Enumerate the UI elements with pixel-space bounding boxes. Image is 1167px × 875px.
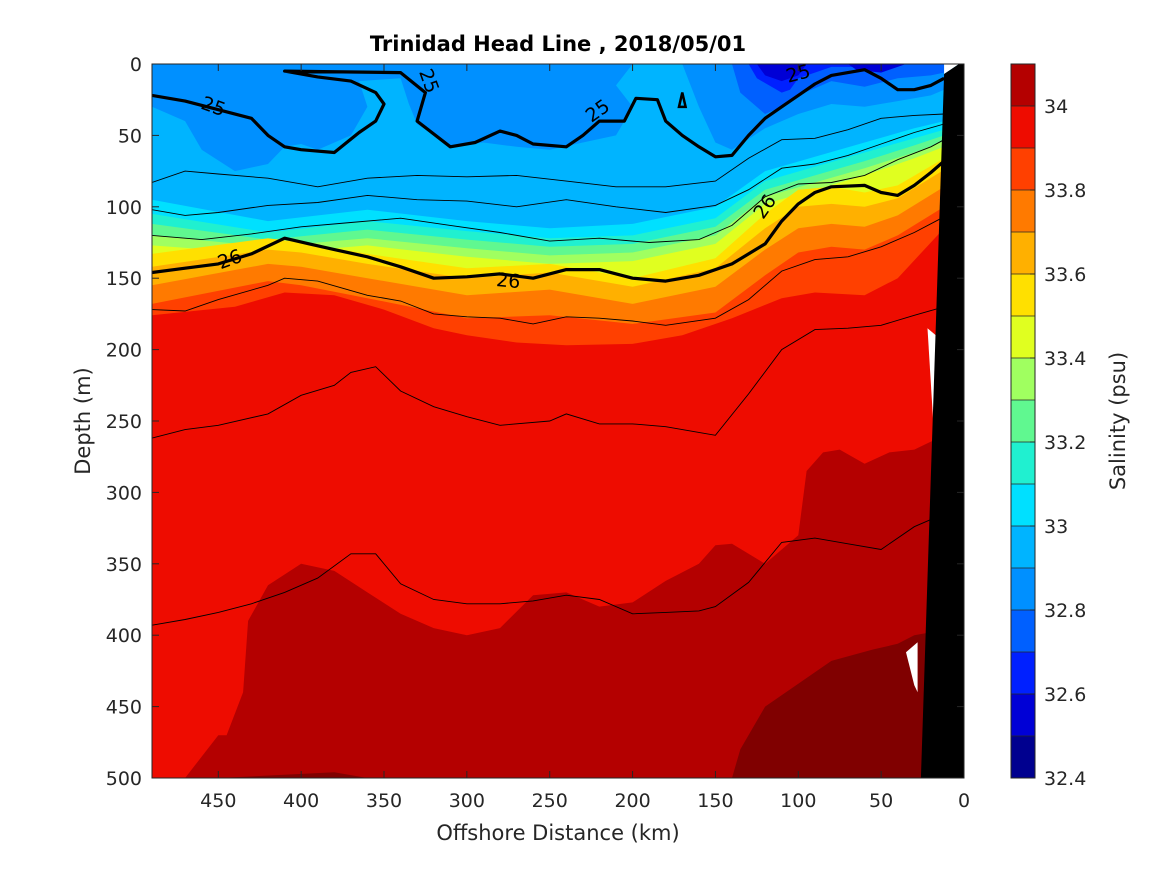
- chart-title: Trinidad Head Line , 2018/05/01: [370, 32, 746, 56]
- colorbar-segment: [1011, 148, 1035, 190]
- colorbar-segment: [1011, 694, 1035, 736]
- x-tick-label: 400: [283, 790, 319, 812]
- y-tick-label: 100: [106, 197, 142, 219]
- contour-label-5: 26: [495, 269, 521, 293]
- x-axis: 450 400 350 300 250 200 150 100 50 0: [200, 64, 970, 812]
- x-axis-label: Offshore Distance (km): [436, 821, 679, 845]
- colorbar-segment: [1011, 526, 1035, 568]
- colorbar-tick-label: 32.4: [1044, 768, 1086, 790]
- salinity-patch-5: [848, 64, 906, 73]
- colorbar-tick-label: 33.6: [1044, 264, 1086, 286]
- y-tick-label: 200: [106, 340, 142, 362]
- density-contour-26: [152, 159, 946, 283]
- colorbar-tick-label: 33: [1044, 516, 1068, 538]
- x-tick-label: 100: [780, 790, 816, 812]
- colorbar-segment: [1011, 484, 1035, 526]
- colorbar-tick-label: 34: [1044, 96, 1068, 118]
- density-contour-thin-4: [152, 306, 945, 439]
- colorbar-segment: [1011, 736, 1035, 778]
- colorbar-segment: [1011, 232, 1035, 274]
- x-tick-label: 250: [532, 790, 568, 812]
- colorbar-segment: [1011, 400, 1035, 442]
- colorbar-segment: [1011, 652, 1035, 694]
- colorbar-tick-label: 33.4: [1044, 348, 1086, 370]
- y-tick-label: 50: [118, 125, 142, 147]
- y-tick-label: 150: [106, 268, 142, 290]
- colorbar-tick-label: 33.2: [1044, 432, 1086, 454]
- y-tick-label: 450: [106, 697, 142, 719]
- density-contour-thin-2: [152, 139, 945, 243]
- density-contour-thin-3: [152, 216, 945, 326]
- contour-label-3: 25: [784, 60, 813, 88]
- density-contour-thin-1: [152, 123, 945, 216]
- colorbar-segment: [1011, 274, 1035, 316]
- colorbar-tick-label: 32.6: [1044, 684, 1086, 706]
- x-tick-label: 450: [200, 790, 236, 812]
- salinity-band-34-1-14: [218, 772, 368, 778]
- x-tick-label: 50: [869, 790, 893, 812]
- colorbar-frame: [1010, 63, 1036, 779]
- salinity-patch-4: [756, 64, 807, 82]
- colorbar-segment: [1011, 442, 1035, 484]
- density-contour-25: [152, 68, 945, 159]
- y-axis-label: Depth (m): [71, 367, 95, 474]
- colorbar-segment: [1011, 358, 1035, 400]
- colorbar-segment: [1011, 106, 1035, 148]
- bathymetry: [920, 64, 964, 778]
- colorbar: 32.4 32.6 32.8 33 33.2 33.4 33.6 33.8 34: [1010, 63, 1086, 790]
- y-tick-label: 250: [106, 411, 142, 433]
- salinity-band-34-1-13: [732, 632, 931, 778]
- salinity-patch-0: [152, 64, 633, 172]
- x-tick-label: 350: [366, 790, 402, 812]
- colorbar-segment: [1011, 316, 1035, 358]
- y-tick-label: 350: [106, 554, 142, 576]
- colorbar-label: Salinity (psu): [1106, 352, 1130, 490]
- contour-label-text: 26: [495, 269, 521, 293]
- colorbar-segment: [1011, 568, 1035, 610]
- colorbar-tick-label: 33.8: [1044, 180, 1086, 202]
- contour-triangle-marker: [677, 92, 688, 109]
- x-tick-label: 200: [614, 790, 650, 812]
- y-tick-label: 300: [106, 482, 142, 504]
- density-contour-thin-5: [152, 513, 945, 626]
- nodata-region-2: [906, 642, 918, 693]
- contour-label-text: 25: [784, 60, 813, 88]
- x-tick-label: 150: [697, 790, 733, 812]
- salinity-band-34-12: [152, 435, 945, 778]
- colorbar-segment-top: [1011, 64, 1035, 106]
- colorbar-segment: [1011, 190, 1035, 232]
- y-tick-label: 500: [106, 768, 142, 790]
- density-contour-thin-0: [152, 113, 945, 188]
- colorbar-segment: [1011, 610, 1035, 652]
- colorbar-tick-label: 32.8: [1044, 600, 1086, 622]
- x-tick-label: 0: [958, 790, 970, 812]
- y-tick-label: 0: [130, 54, 142, 76]
- x-tick-label: 300: [449, 790, 485, 812]
- y-axis: 0 50 100 150 200 250 300 350 400 450 500: [106, 54, 964, 790]
- y-tick-label: 400: [106, 625, 142, 647]
